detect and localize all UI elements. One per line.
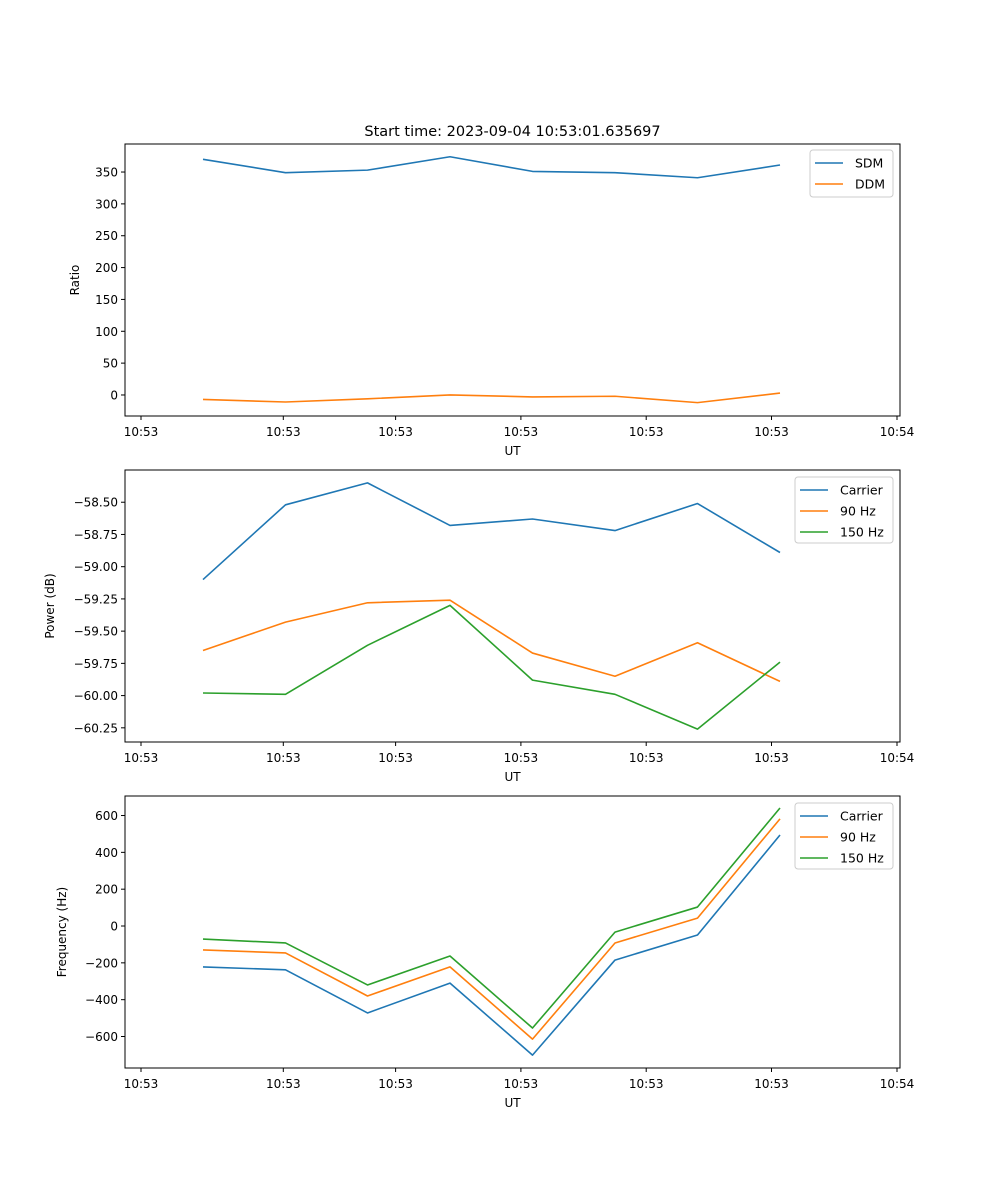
legend: Carrier 90 Hz 150 Hz	[794, 476, 894, 544]
y-tick-label: 50	[103, 357, 118, 371]
y-tick-label: 400	[95, 846, 118, 860]
legend-box	[794, 802, 894, 870]
x-tick-label: 10:54	[880, 425, 915, 439]
series-line-90-hz	[202, 818, 781, 1040]
chart-panel-1: 0 50 100 150 200 250 300 350 10:53 10:53 10:53 10:5…	[68, 143, 915, 458]
y-tick-label: 200	[95, 883, 118, 897]
legend-label: Carrier	[840, 483, 884, 498]
x-tick-label: 10:53	[378, 1077, 413, 1091]
axes-frame	[124, 469, 901, 743]
legend: SDM DDM	[809, 149, 894, 198]
series-line-150-hz	[202, 807, 781, 1029]
x-axis-label: UT	[504, 770, 521, 784]
x-tick-label: 10:53	[504, 1077, 539, 1091]
x-tick-label: 10:53	[266, 425, 301, 439]
y-tick-label: −58.75	[74, 528, 118, 542]
x-axis-label: UT	[504, 444, 521, 458]
chart-panel-3: −600 −400 −200 0 200 400 600 10:53 10:53 10:53 10:…	[55, 795, 915, 1110]
series-line-ddm	[202, 392, 781, 404]
y-tick-label: −60.25	[74, 721, 118, 735]
y-tick-label: −59.75	[74, 657, 118, 671]
x-tick-label: 10:53	[124, 1077, 159, 1091]
y-tick-label: 0	[110, 920, 118, 934]
y-tick-label: −58.50	[74, 496, 118, 510]
figure-title: Start time: 2023-09-04 10:53:01.635697	[364, 124, 660, 140]
axes-frame	[124, 795, 901, 1069]
y-tick-label: 200	[95, 261, 118, 275]
series-line-carrier	[202, 482, 781, 581]
x-tick-label: 10:53	[378, 751, 413, 765]
legend-box	[794, 476, 894, 544]
chart-panel-2: −60.25 −60.00 −59.75 −59.50 −59.25 −59.00 −58.…	[43, 469, 915, 784]
y-tick-label: 300	[95, 197, 118, 211]
y-tick-label: −59.25	[74, 592, 118, 606]
y-tick-label: 0	[110, 388, 118, 402]
y-tick-label: −60.00	[74, 689, 118, 703]
y-axis-label: Frequency (Hz)	[55, 887, 69, 978]
y-tick-label: −59.00	[74, 560, 118, 574]
x-tick-label: 10:53	[754, 425, 789, 439]
legend-label: 150 Hz	[840, 851, 884, 866]
y-tick-label: −200	[85, 956, 118, 970]
y-axis-label: Power (dB)	[43, 573, 57, 638]
legend-label: 150 Hz	[840, 525, 884, 540]
x-tick-label: 10:53	[754, 751, 789, 765]
x-tick-label: 10:54	[880, 751, 915, 765]
y-tick-label: −59.50	[74, 625, 118, 639]
legend-label: 90 Hz	[840, 504, 876, 519]
x-tick-label: 10:53	[629, 425, 664, 439]
x-tick-label: 10:53	[124, 751, 159, 765]
y-tick-label: 150	[95, 293, 118, 307]
y-tick-label: −600	[85, 1030, 118, 1044]
x-tick-label: 10:53	[754, 1077, 789, 1091]
y-tick-label: 600	[95, 809, 118, 823]
x-tick-label: 10:53	[629, 751, 664, 765]
x-tick-label: 10:53	[266, 751, 301, 765]
legend-box	[809, 149, 894, 198]
axes-frame	[124, 143, 901, 417]
y-axis-label: Ratio	[68, 265, 82, 296]
series-line-150-hz	[202, 604, 781, 730]
x-tick-label: 10:53	[378, 425, 413, 439]
x-tick-label: 10:54	[880, 1077, 915, 1091]
x-tick-label: 10:53	[124, 425, 159, 439]
y-tick-label: −400	[85, 993, 118, 1007]
series-line-carrier	[202, 834, 781, 1056]
series-line-90-hz	[202, 599, 781, 683]
x-tick-label: 10:53	[504, 425, 539, 439]
y-tick-label: 350	[95, 166, 118, 180]
x-tick-label: 10:53	[629, 1077, 664, 1091]
legend-label: Carrier	[840, 809, 884, 824]
legend-label: 90 Hz	[840, 830, 876, 845]
y-tick-label: 250	[95, 229, 118, 243]
y-tick-label: 100	[95, 325, 118, 339]
legend: Carrier 90 Hz 150 Hz	[794, 802, 894, 870]
x-tick-label: 10:53	[504, 751, 539, 765]
x-tick-label: 10:53	[266, 1077, 301, 1091]
x-axis-label: UT	[504, 1096, 521, 1110]
series-line-sdm	[202, 155, 781, 179]
legend-label: SDM	[855, 156, 883, 171]
legend-label: DDM	[855, 177, 885, 192]
